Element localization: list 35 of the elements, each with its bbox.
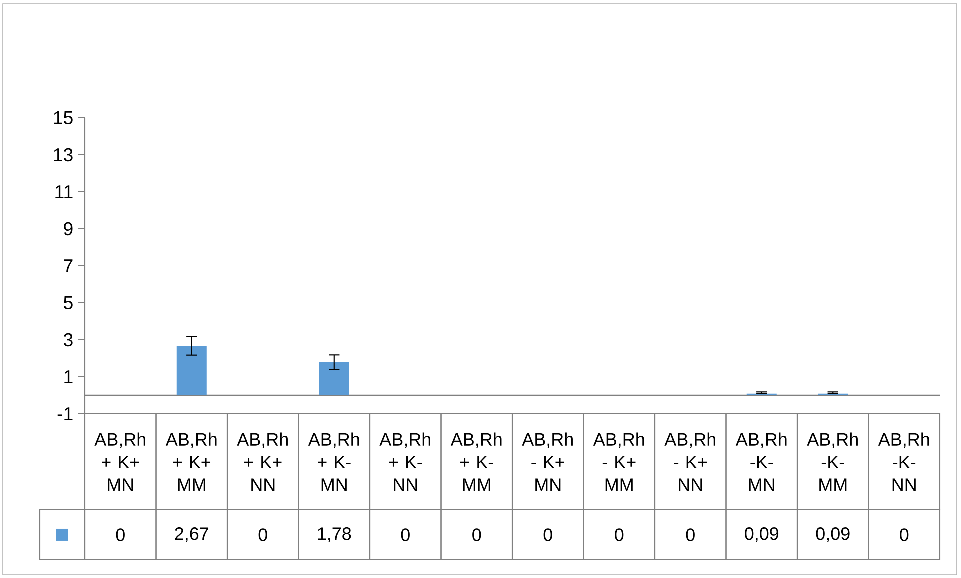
y-tick-label: 1 bbox=[64, 370, 73, 384]
y-tick-label: 11 bbox=[56, 186, 73, 198]
x-tick-label: AB,Rh -K- MM bbox=[807, 432, 858, 492]
x-tick-label: AB,Rh + K+ MN bbox=[94, 432, 146, 492]
x-tick-label: AB,Rh + K+ NN bbox=[237, 432, 288, 492]
bar bbox=[319, 362, 350, 396]
data-label: 0 bbox=[900, 528, 909, 542]
y-tick-label: 5 bbox=[64, 296, 73, 310]
x-tick-label: AB,Rh + K+ MM bbox=[166, 432, 217, 492]
data-label: 2,67 bbox=[175, 528, 209, 542]
x-tick-label: AB,Rh - K+ MN bbox=[522, 432, 573, 492]
y-tick-label: 15 bbox=[54, 111, 73, 125]
data-label: 0 bbox=[258, 528, 268, 542]
x-tick-label: AB,Rh -K- NN bbox=[878, 432, 930, 492]
data-label: 0,09 bbox=[745, 528, 779, 542]
data-label: 0 bbox=[686, 528, 695, 542]
data-label: 0 bbox=[615, 528, 624, 542]
y-tick-label: -1 bbox=[58, 408, 73, 420]
y-tick-label: 7 bbox=[64, 260, 73, 272]
data-label: 0,09 bbox=[816, 528, 850, 542]
y-tick-label: 9 bbox=[64, 222, 73, 236]
x-tick-label: AB,Rh + K- MN bbox=[308, 432, 360, 492]
data-label: 0 bbox=[544, 528, 552, 542]
bar bbox=[176, 346, 207, 396]
data-label: 0 bbox=[116, 528, 125, 542]
x-tick-label: AB,Rh - K+ MM bbox=[593, 432, 644, 492]
y-tick-label: 3 bbox=[64, 333, 73, 347]
data-label: 0 bbox=[472, 528, 482, 542]
data-label: 1,78 bbox=[318, 528, 352, 542]
x-tick-label: AB,Rh + K- MM bbox=[450, 432, 502, 492]
x-tick-label: AB,Rh - K+ NN bbox=[664, 432, 716, 492]
data-label: 0 bbox=[401, 528, 410, 542]
x-tick-label: AB,Rh + K- NN bbox=[380, 432, 430, 492]
x-tick-label: AB,Rh -K- MN bbox=[736, 432, 787, 492]
y-tick-label: 13 bbox=[54, 148, 73, 162]
